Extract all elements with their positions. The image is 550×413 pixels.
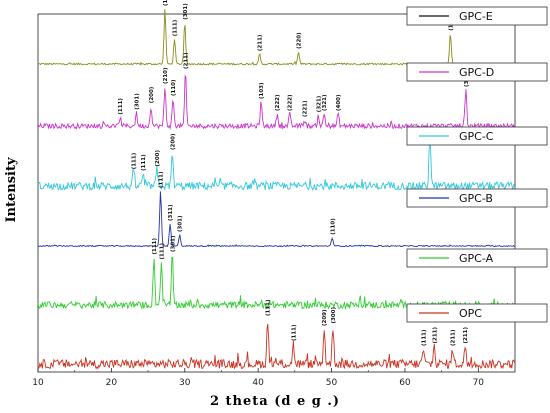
- peak-label: (200): [170, 133, 176, 150]
- y-axis-label: Intensity: [4, 157, 19, 223]
- legend-box: [406, 6, 548, 26]
- legend-gpc-d: GPC-D: [406, 62, 548, 82]
- x-tick-label: 60: [399, 378, 411, 388]
- peak-label: (111): [173, 19, 179, 36]
- peak-label: (211): [463, 327, 469, 344]
- legend-box: [406, 248, 548, 268]
- pattern-line: [37, 74, 515, 130]
- pattern-line: [37, 191, 515, 248]
- peak-label: (111): [291, 324, 297, 341]
- peak-label: (111): [163, 0, 169, 6]
- series-gpc-c: (111) (111) (200) (200): [37, 128, 515, 192]
- peak-label: (222): [275, 94, 281, 111]
- x-tick-label: 40: [252, 378, 264, 388]
- peak-label: (111): [266, 299, 272, 316]
- peak-label: (200): [149, 86, 155, 103]
- pattern-line: [37, 128, 515, 192]
- plot-area: 10203040506070(111)(111)(301)(211)(220)(…: [32, 0, 548, 388]
- peak-label: (211): [451, 329, 457, 346]
- peak-label: (221): [302, 100, 308, 117]
- peak-label: (301): [134, 93, 140, 110]
- legend-box: [406, 126, 548, 146]
- peak-label: (111): [141, 154, 147, 171]
- peak-label: (311): [168, 204, 174, 221]
- peak-label: (111): [131, 152, 137, 169]
- legend-label: GPC-C: [459, 130, 494, 143]
- peak-label: (211): [258, 34, 264, 51]
- legend-label: GPC-A: [459, 252, 494, 265]
- pattern-line: [37, 323, 515, 370]
- x-tick-label: 70: [473, 378, 485, 388]
- peak-label: (210): [163, 67, 169, 84]
- peak-label: (220): [297, 32, 303, 49]
- peak-label: (103): [259, 82, 265, 99]
- legend-opc: OPC: [406, 303, 548, 323]
- legend-box: [406, 62, 548, 82]
- peak-label: (211): [432, 327, 438, 344]
- peak-label: (111): [159, 243, 165, 260]
- legend-box: [406, 303, 548, 323]
- legend-box: [406, 188, 548, 208]
- legend-gpc-b: GPC-B: [406, 188, 548, 208]
- peak-label: (211): [184, 52, 190, 69]
- x-tick-label: 10: [32, 378, 44, 388]
- legend-gpc-a: GPC-A: [406, 248, 548, 268]
- peak-label: (400): [336, 94, 342, 111]
- x-tick-label: 20: [106, 378, 118, 388]
- x-axis-label: 2 theta (d e g .): [210, 394, 340, 409]
- legend-label: OPC: [459, 307, 482, 320]
- legend-label: GPC-B: [459, 192, 493, 205]
- series-gpc-b: (111) (311) (301) (110): [37, 171, 515, 248]
- series-gpc-d: (111) (301) (200) (210)(110) (211) (103) (222)…: [37, 52, 515, 130]
- peak-label: (301): [170, 235, 176, 252]
- peak-label: (301): [178, 215, 184, 232]
- peak-label: (111): [118, 98, 124, 115]
- peak-label: (300): [331, 307, 337, 324]
- peak-label: (209): [322, 309, 328, 326]
- legend-label: GPC-E: [459, 10, 493, 23]
- peak-label: (111): [421, 329, 427, 346]
- legend-label: GPC-D: [459, 66, 494, 79]
- peak-label: (111): [152, 238, 158, 255]
- x-tick-label: 50: [326, 378, 338, 388]
- peak-label: (222): [288, 94, 294, 111]
- x-tick-label: 30: [179, 378, 191, 388]
- legend-gpc-e: GPC-E: [406, 6, 548, 26]
- peak-label: (321): [322, 94, 328, 111]
- peak-label: (321): [316, 95, 322, 112]
- peak-label: (110): [330, 218, 336, 235]
- peak-label: (200): [155, 150, 161, 167]
- peak-label: (301): [183, 3, 189, 20]
- series-opc: (111) (111) (209) (300) (111) (211) (211) (211): [37, 299, 515, 370]
- peak-label: (111): [159, 171, 165, 188]
- legend-gpc-c: GPC-C: [406, 126, 548, 146]
- peak-label: (110): [171, 79, 177, 96]
